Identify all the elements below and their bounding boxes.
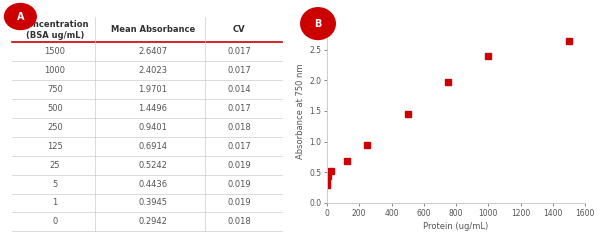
Text: 125: 125 — [47, 142, 63, 151]
Text: 0.3945: 0.3945 — [139, 198, 167, 207]
Text: 25: 25 — [50, 161, 60, 170]
Text: 1: 1 — [52, 198, 58, 207]
Text: 0.6914: 0.6914 — [139, 142, 167, 151]
Text: 0.017: 0.017 — [227, 66, 251, 75]
Text: 1500: 1500 — [44, 47, 65, 56]
Text: 1.9701: 1.9701 — [139, 85, 167, 94]
Text: 2.6407: 2.6407 — [139, 47, 167, 56]
Text: 0.019: 0.019 — [227, 180, 251, 189]
Text: 0.017: 0.017 — [227, 47, 251, 56]
X-axis label: Protein (ug/mL): Protein (ug/mL) — [424, 222, 488, 231]
Y-axis label: Absorbance at 750 nm: Absorbance at 750 nm — [296, 63, 305, 159]
Text: 0.019: 0.019 — [227, 198, 251, 207]
Text: 0.019: 0.019 — [227, 161, 251, 170]
Text: 0.014: 0.014 — [227, 85, 251, 94]
Text: 0.9401: 0.9401 — [139, 123, 167, 132]
Text: 500: 500 — [47, 104, 63, 113]
Circle shape — [5, 4, 36, 30]
Circle shape — [301, 8, 335, 39]
Text: 0.018: 0.018 — [227, 217, 251, 226]
Text: 0.018: 0.018 — [227, 123, 251, 132]
Text: Concentration
(BSA ug/mL): Concentration (BSA ug/mL) — [21, 20, 89, 40]
Text: 0.4436: 0.4436 — [139, 180, 167, 189]
Text: 1.4496: 1.4496 — [139, 104, 167, 113]
Text: 0.5242: 0.5242 — [139, 161, 167, 170]
Text: A: A — [17, 12, 24, 21]
Text: Mean Absorbance: Mean Absorbance — [111, 25, 195, 34]
Text: 0: 0 — [52, 217, 58, 226]
Text: 0.017: 0.017 — [227, 104, 251, 113]
Text: 750: 750 — [47, 85, 63, 94]
Text: B: B — [314, 19, 322, 29]
Text: 0.017: 0.017 — [227, 142, 251, 151]
Text: 250: 250 — [47, 123, 63, 132]
Text: CV: CV — [233, 25, 245, 34]
Text: 1000: 1000 — [44, 66, 65, 75]
Text: 5: 5 — [52, 180, 58, 189]
Text: 0.2942: 0.2942 — [139, 217, 167, 226]
Text: 2.4023: 2.4023 — [139, 66, 167, 75]
